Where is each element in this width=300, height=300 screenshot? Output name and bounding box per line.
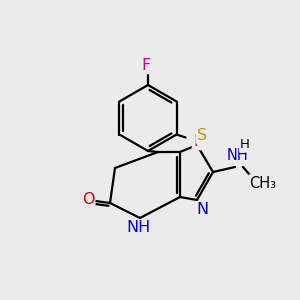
- Text: CH₃: CH₃: [250, 176, 277, 190]
- Text: NH: NH: [126, 220, 150, 236]
- Text: N: N: [196, 202, 208, 217]
- Text: H: H: [240, 139, 250, 152]
- Text: F: F: [193, 134, 202, 149]
- Text: S: S: [197, 128, 207, 142]
- Text: F: F: [141, 58, 151, 73]
- Text: NH: NH: [226, 148, 248, 163]
- Text: O: O: [82, 193, 94, 208]
